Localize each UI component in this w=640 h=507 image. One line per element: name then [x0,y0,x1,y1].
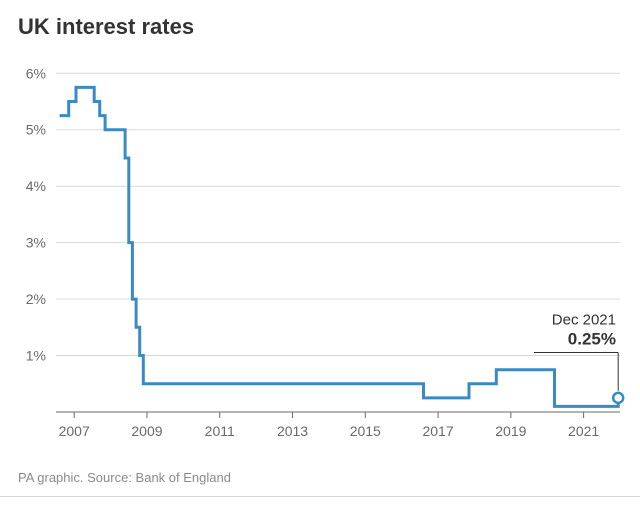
chart-svg: 1% 2% 3% 4% 5% 6% 2007 2009 2011 2013 2015 2017 2019… [0,52,640,452]
x-axis-label: 2013 [277,423,308,439]
chart-container: UK interest rates 1% 2% 3% 4% 5% 6% 2007 2009 20… [0,0,640,507]
y-axis-label: 6% [26,65,46,81]
x-axis-label: 2017 [422,423,453,439]
x-axis-label: 2015 [350,423,381,439]
callout-label: Dec 2021 [552,312,616,329]
x-axis-label: 2011 [205,423,235,439]
x-axis-label: 2007 [59,423,90,439]
rate-line [60,87,619,406]
y-axis-label: 3% [26,235,46,251]
y-axis-label: 4% [26,178,46,194]
chart-title: UK interest rates [18,14,194,40]
end-marker [613,393,623,403]
bottom-rule [0,496,640,497]
x-axis-label: 2009 [131,423,162,439]
chart-footer: PA graphic. Source: Bank of England [18,470,231,485]
x-axis-label: 2021 [568,423,599,439]
y-axis-label: 2% [26,291,46,307]
y-axis-label: 1% [26,348,46,364]
x-axis-label: 2019 [495,423,526,439]
chart-area: 1% 2% 3% 4% 5% 6% 2007 2009 2011 2013 2015 2017 2019… [0,52,640,452]
y-axis-label: 5% [26,122,46,138]
callout-value: 0.25% [568,330,616,349]
